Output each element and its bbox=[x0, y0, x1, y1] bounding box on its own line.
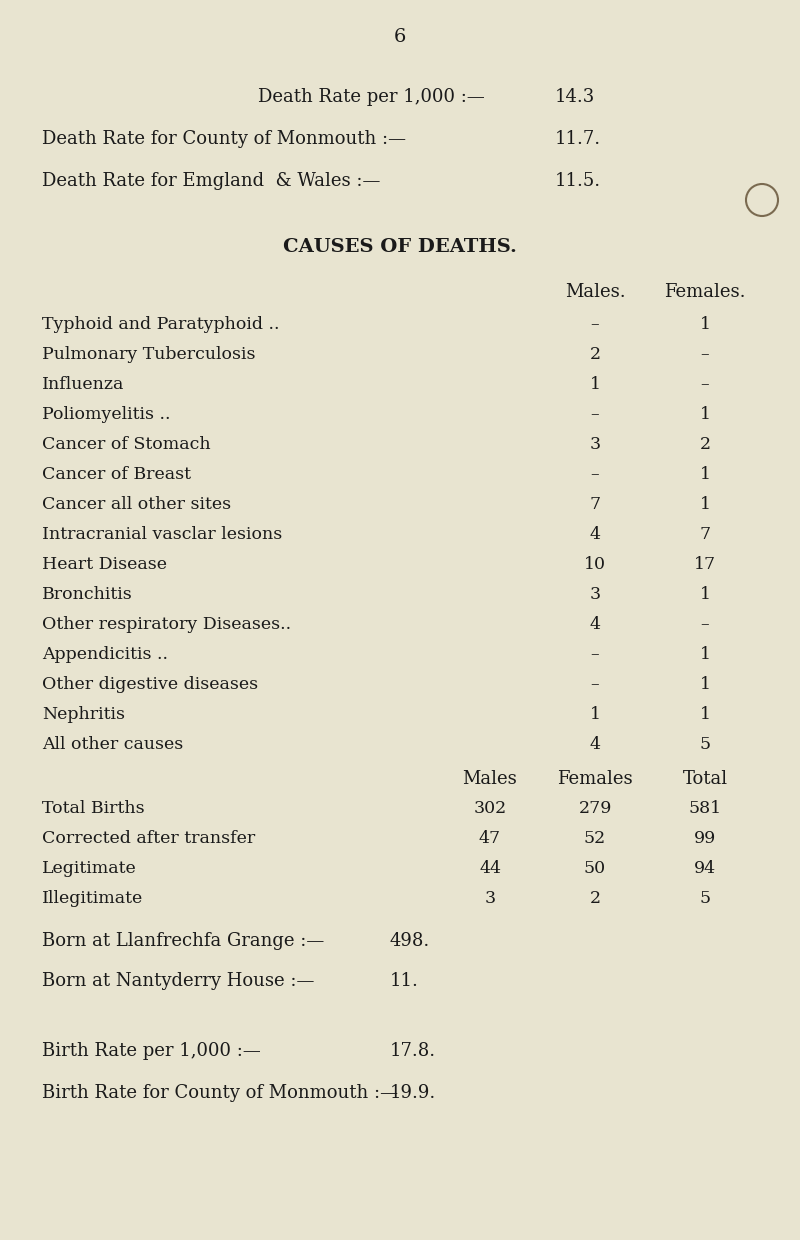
Text: 10: 10 bbox=[584, 556, 606, 573]
Text: 2: 2 bbox=[699, 436, 710, 453]
Text: 498.: 498. bbox=[390, 932, 430, 950]
Text: 1: 1 bbox=[699, 466, 710, 484]
Text: Birth Rate for County of Monmouth :—: Birth Rate for County of Monmouth :— bbox=[42, 1084, 398, 1102]
Text: 5: 5 bbox=[699, 737, 710, 753]
Text: 47: 47 bbox=[479, 830, 501, 847]
Text: 17.8.: 17.8. bbox=[390, 1042, 436, 1060]
Text: Appendicitis ..: Appendicitis .. bbox=[42, 646, 168, 663]
Text: 3: 3 bbox=[485, 890, 495, 906]
Text: Total Births: Total Births bbox=[42, 800, 145, 817]
Text: 11.7.: 11.7. bbox=[555, 130, 601, 148]
Text: 3: 3 bbox=[590, 587, 601, 603]
Text: Cancer of Stomach: Cancer of Stomach bbox=[42, 436, 210, 453]
Text: Corrected after transfer: Corrected after transfer bbox=[42, 830, 255, 847]
Text: 2: 2 bbox=[590, 346, 601, 363]
Text: 19.9.: 19.9. bbox=[390, 1084, 436, 1102]
Text: 44: 44 bbox=[479, 861, 501, 877]
Text: –: – bbox=[701, 376, 710, 393]
Text: Pulmonary Tuberculosis: Pulmonary Tuberculosis bbox=[42, 346, 255, 363]
Text: 4: 4 bbox=[590, 616, 601, 632]
Text: –: – bbox=[701, 616, 710, 632]
Text: Legitimate: Legitimate bbox=[42, 861, 137, 877]
Text: Intracranial vasclar lesions: Intracranial vasclar lesions bbox=[42, 526, 282, 543]
Text: 279: 279 bbox=[578, 800, 612, 817]
Text: 99: 99 bbox=[694, 830, 716, 847]
Text: Males.: Males. bbox=[565, 283, 626, 301]
Text: 11.: 11. bbox=[390, 972, 419, 990]
Text: 11.5.: 11.5. bbox=[555, 172, 601, 190]
Text: 1: 1 bbox=[590, 706, 601, 723]
Text: Total: Total bbox=[682, 770, 727, 787]
Text: CAUSES OF DEATHS.: CAUSES OF DEATHS. bbox=[283, 238, 517, 255]
Text: 94: 94 bbox=[694, 861, 716, 877]
Text: Death Rate for County of Monmouth :—: Death Rate for County of Monmouth :— bbox=[42, 130, 406, 148]
Text: –: – bbox=[701, 346, 710, 363]
Text: Influenza: Influenza bbox=[42, 376, 124, 393]
Text: 2: 2 bbox=[590, 890, 601, 906]
Text: –: – bbox=[590, 316, 599, 334]
Text: –: – bbox=[590, 646, 599, 663]
Text: Nephritis: Nephritis bbox=[42, 706, 125, 723]
Text: Heart Disease: Heart Disease bbox=[42, 556, 167, 573]
Text: 5: 5 bbox=[699, 890, 710, 906]
Text: Illegitimate: Illegitimate bbox=[42, 890, 143, 906]
Text: 4: 4 bbox=[590, 737, 601, 753]
Text: 1: 1 bbox=[699, 646, 710, 663]
Text: 302: 302 bbox=[474, 800, 506, 817]
Text: 7: 7 bbox=[699, 526, 710, 543]
Text: 17: 17 bbox=[694, 556, 716, 573]
Text: 1: 1 bbox=[699, 706, 710, 723]
Text: Born at Nantyderry House :—: Born at Nantyderry House :— bbox=[42, 972, 314, 990]
Text: Death Rate per 1,000 :—: Death Rate per 1,000 :— bbox=[258, 88, 485, 105]
Text: 1: 1 bbox=[699, 496, 710, 513]
Text: 7: 7 bbox=[590, 496, 601, 513]
Text: Poliomyelitis ..: Poliomyelitis .. bbox=[42, 405, 170, 423]
Text: 581: 581 bbox=[689, 800, 722, 817]
Text: 50: 50 bbox=[584, 861, 606, 877]
Text: 1: 1 bbox=[699, 676, 710, 693]
Text: 1: 1 bbox=[699, 587, 710, 603]
Text: Females: Females bbox=[557, 770, 633, 787]
Text: 1: 1 bbox=[699, 316, 710, 334]
Text: –: – bbox=[590, 405, 599, 423]
Text: –: – bbox=[590, 676, 599, 693]
Text: Bronchitis: Bronchitis bbox=[42, 587, 133, 603]
Text: Cancer of Breast: Cancer of Breast bbox=[42, 466, 191, 484]
Text: Typhoid and Paratyphoid ..: Typhoid and Paratyphoid .. bbox=[42, 316, 279, 334]
Text: Other digestive diseases: Other digestive diseases bbox=[42, 676, 258, 693]
Text: 4: 4 bbox=[590, 526, 601, 543]
Text: 52: 52 bbox=[584, 830, 606, 847]
Text: 1: 1 bbox=[699, 405, 710, 423]
Text: Females.: Females. bbox=[664, 283, 746, 301]
Text: 14.3: 14.3 bbox=[555, 88, 595, 105]
Text: 1: 1 bbox=[590, 376, 601, 393]
Text: Death Rate for Emgland  & Wales :—: Death Rate for Emgland & Wales :— bbox=[42, 172, 380, 190]
Text: Other respiratory Diseases..: Other respiratory Diseases.. bbox=[42, 616, 291, 632]
Text: All other causes: All other causes bbox=[42, 737, 183, 753]
Text: 3: 3 bbox=[590, 436, 601, 453]
Text: Born at Llanfrechfa Grange :—: Born at Llanfrechfa Grange :— bbox=[42, 932, 324, 950]
Text: 6: 6 bbox=[394, 29, 406, 46]
Text: Males: Males bbox=[462, 770, 518, 787]
Text: –: – bbox=[590, 466, 599, 484]
Text: Birth Rate per 1,000 :—: Birth Rate per 1,000 :— bbox=[42, 1042, 261, 1060]
Text: Cancer all other sites: Cancer all other sites bbox=[42, 496, 231, 513]
